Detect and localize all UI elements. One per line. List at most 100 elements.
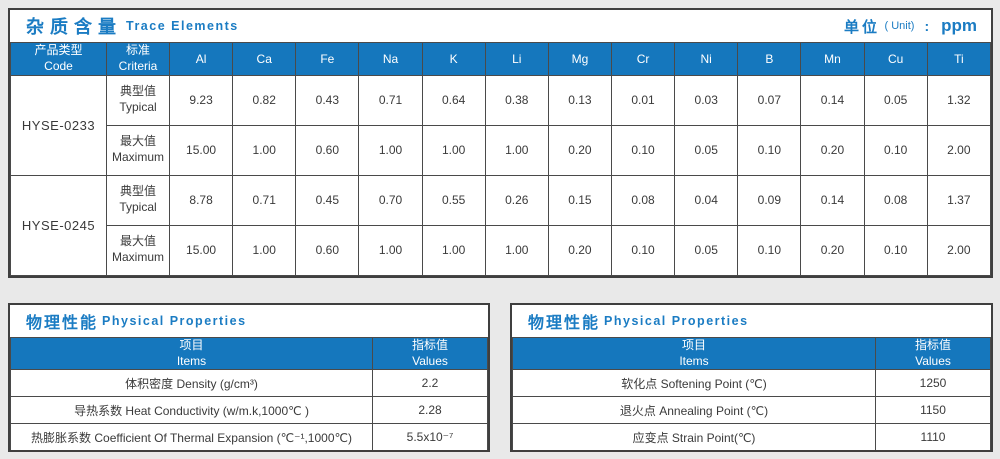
property-item: 软化点 Softening Point (℃) [512,369,876,398]
items-header-en: Items [176,353,207,368]
items-header-zh: 项目 [179,338,204,352]
criteria-zh: 典型值 [119,84,156,99]
value-cell: 1.00 [232,124,297,176]
trace-elements-titlebar: 杂质含量 Trace Elements 单位 ( Unit) : ppm [10,10,991,43]
trace-elements-grid: 产品类型 Code 标准 Criteria Al Ca Fe Na K Li Mg Cr Ni B… [10,43,991,276]
value-cell: 0.03 [674,74,739,126]
table-row: 应变点 Strain Point(℃) 1110 [512,423,991,450]
values-header-cell: 指标值 Values [875,338,991,371]
table-row: 体积密度 Density (g/cm³) 2.2 [10,369,488,398]
items-header-zh: 项目 [681,338,706,352]
element-header-cell: Ti [926,43,991,76]
physical-properties-table-right: 物理性能 Physical Properties 项目 Items 指标值 Va… [510,303,993,452]
product-code: HYSE-0233 [10,74,107,176]
value-cell: 0.10 [863,124,928,176]
criteria-zh: 最大值 [119,234,156,249]
element-header-cell: Ca [232,43,297,76]
value-cell: 8.78 [168,174,234,226]
value-cell: 0.55 [421,174,486,226]
physical-right-titlebar: 物理性能 Physical Properties [512,305,991,338]
trace-title-zh: 杂质含量 [26,17,122,37]
value-cell: 0.26 [484,174,549,226]
trace-elements-table: 杂质含量 Trace Elements 单位 ( Unit) : ppm 产品类… [8,8,993,278]
property-value: 1150 [875,396,991,425]
value-cell: 0.82 [232,74,297,126]
product-code: HYSE-0245 [10,174,107,276]
table-row: HYSE-0233 典型值 Typical 9.23 0.82 0.43 0.71 0.… [10,74,991,176]
unit-paren: ( Unit) [884,20,915,32]
value-cell: 1.00 [484,224,549,276]
element-header-cell: B [737,43,802,76]
value-cell: 0.14 [800,174,865,226]
element-header-cell: Cu [863,43,928,76]
items-header-cell: 项目 Items [10,338,373,371]
table-row: 最大值 Maximum 15.00 1.00 0.60 1.00 1.00 1.00 0.2… [11,224,991,276]
criteria-en: Maximum [111,150,164,164]
unit-value: ppm [941,16,977,35]
value-cell: 1.00 [358,124,423,176]
physical-properties-table-left: 物理性能 Physical Properties 项目 Items 指标值 Va… [8,303,490,452]
value-cell: 0.20 [547,124,612,176]
criteria-en: Maximum [111,250,164,264]
criteria-header-zh: 标准 [125,43,150,58]
value-cell: 1.32 [926,74,991,126]
values-header-zh: 指标值 [914,338,951,352]
property-value: 2.2 [372,369,488,398]
value-cell: 1.00 [484,124,549,176]
property-value: 5.5x10⁻⁷ [372,423,488,450]
value-cell: 9.23 [168,74,234,126]
element-header-cell: Mg [547,43,612,76]
items-header-en: Items [679,353,709,368]
value-cell: 0.09 [737,174,802,226]
property-item: 退火点 Annealing Point (℃) [512,396,876,425]
value-cell: 0.64 [421,74,486,126]
criteria-zh: 典型值 [119,184,156,199]
values-header-en: Values [915,353,951,368]
criteria-cell: 最大值 Maximum [106,124,170,176]
value-cell: 1.00 [421,124,486,176]
values-header-zh: 指标值 [411,338,448,352]
value-cell: 0.13 [547,74,612,126]
element-header-cell: K [421,43,486,76]
element-header-cell: Fe [295,43,360,76]
element-header-cell: Al [168,43,234,76]
value-cell: 0.10 [737,224,802,276]
physical-left-grid: 项目 Items 指标值 Values 体积密度 Density (g/cm³)… [10,338,488,450]
criteria-cell: 典型值 Typical [106,74,170,126]
value-cell: 0.70 [358,174,423,226]
value-cell: 0.10 [610,124,676,176]
property-item: 体积密度 Density (g/cm³) [10,369,373,398]
value-cell: 0.05 [674,224,739,276]
value-cell: 0.08 [610,174,676,226]
value-cell: 0.10 [610,224,676,276]
table-row: 最大值 Maximum 15.00 1.00 0.60 1.00 1.00 1.00 0.2… [11,124,991,176]
code-header-cell: 产品类型 Code [10,43,107,76]
table-row: 退火点 Annealing Point (℃) 1150 [512,396,991,425]
code-header-en: Code [44,58,73,73]
physical-right-header-row: 项目 Items 指标值 Values [512,338,991,371]
value-cell: 0.08 [863,174,928,226]
value-cell: 0.43 [295,74,360,126]
table-row: 热膨胀系数 Coefficient Of Thermal Expansion (… [10,423,488,450]
property-item: 导热系数 Heat Conductivity (w/m.k,1000℃ ) [10,396,373,425]
element-header-cell: Cr [610,43,676,76]
physical-left-title-en: Physical Properties [102,314,247,328]
criteria-cell: 最大值 Maximum [106,224,170,276]
value-cell: 2.00 [926,124,991,176]
value-cell: 0.60 [295,224,360,276]
criteria-header-en: Criteria [118,58,158,73]
value-cell: 15.00 [168,224,234,276]
physical-left-title: 物理性能 Physical Properties [26,309,247,333]
physical-right-grid: 项目 Items 指标值 Values 软化点 Softening Point … [512,338,991,450]
table-row: HYSE-0245 典型值 Typical 8.78 0.71 0.45 0.70 0.… [10,174,991,276]
trace-header-row: 产品类型 Code 标准 Criteria Al Ca Fe Na K Li Mg Cr Ni B… [10,43,991,76]
value-cell: 1.00 [358,224,423,276]
value-cell: 15.00 [168,124,234,176]
value-cell: 0.20 [800,224,865,276]
element-header-cell: Ni [674,43,739,76]
criteria-header-cell: 标准 Criteria [106,43,170,76]
values-header-cell: 指标值 Values [372,338,488,371]
value-cell: 0.07 [737,74,802,126]
values-header-en: Values [412,353,448,368]
value-cell: 0.01 [610,74,676,126]
